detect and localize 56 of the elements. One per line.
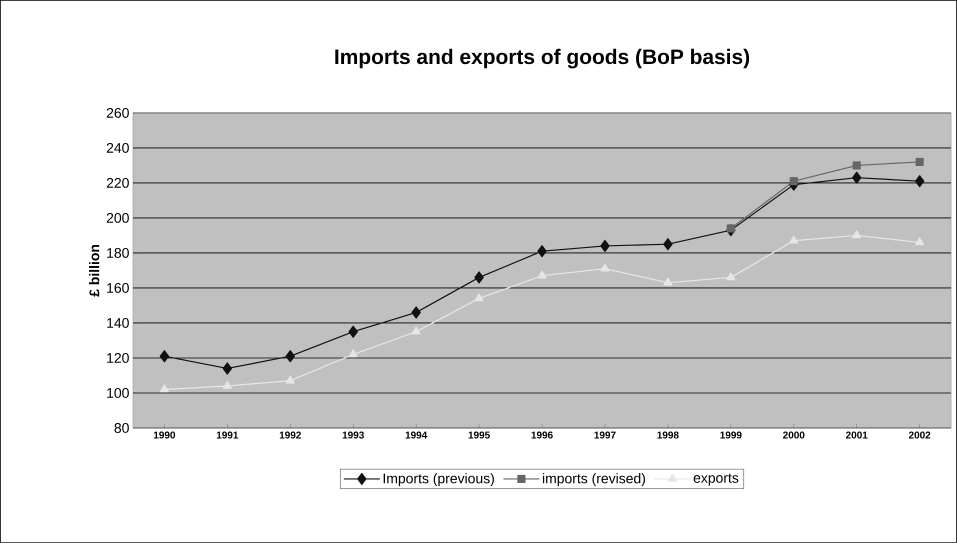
point [914,175,924,188]
point [538,270,547,279]
point [348,349,358,358]
y-tick-label: 160 [107,283,129,293]
legend-label: imports (revised) [542,473,646,486]
point [222,380,232,389]
y-tick-label: 100 [107,388,129,398]
legend-label: exports [694,474,738,486]
point [474,271,484,284]
point [790,177,798,186]
x-tick-label: 2001 [846,432,868,439]
point [411,306,421,319]
point [537,245,547,258]
x-tick-label: 2002 [908,432,930,439]
x-tick-label: 2000 [783,432,804,439]
point [286,350,295,362]
point [663,278,672,286]
point [915,237,924,246]
x-tick-label: 1992 [280,432,301,439]
point [600,264,610,272]
x-tick-label: 1995 [468,432,490,439]
point [726,224,735,233]
point [916,158,924,166]
x-tick-label: 1998 [657,432,679,439]
x-tick-label: 1999 [720,432,742,439]
x-tick-label: 1990 [154,432,176,439]
point [852,230,862,238]
y-tick-label: 140 [107,318,129,328]
point [852,161,861,170]
chart-title: Imports and exports of goods (BoP basis) [335,48,750,68]
y-tick-label: 220 [106,178,129,188]
point [348,326,358,338]
point [852,172,862,184]
point [412,326,421,335]
point [789,236,798,244]
y-tick-label: 180 [107,248,129,258]
point [600,240,610,252]
point [222,362,232,375]
y-tick-label: 260 [106,108,129,118]
point [160,384,169,392]
x-tick-label: 1993 [342,432,364,439]
y-tick-label: 120 [107,353,129,363]
x-tick-label: 1991 [216,432,238,439]
x-tick-label: 1997 [594,432,616,439]
y-tick-label: 240 [106,143,129,153]
point [160,350,170,362]
y-axis-title: £ billion [89,245,100,297]
y-tick-label: 200 [106,213,129,223]
y-tick-label: 80 [114,423,129,433]
x-tick-label: 1994 [406,432,428,439]
x-tick-label: 1996 [532,432,553,439]
point [474,293,484,302]
point [726,272,736,280]
point [663,238,673,250]
legend-label: Imports (previous) [384,473,494,486]
point [286,376,295,384]
